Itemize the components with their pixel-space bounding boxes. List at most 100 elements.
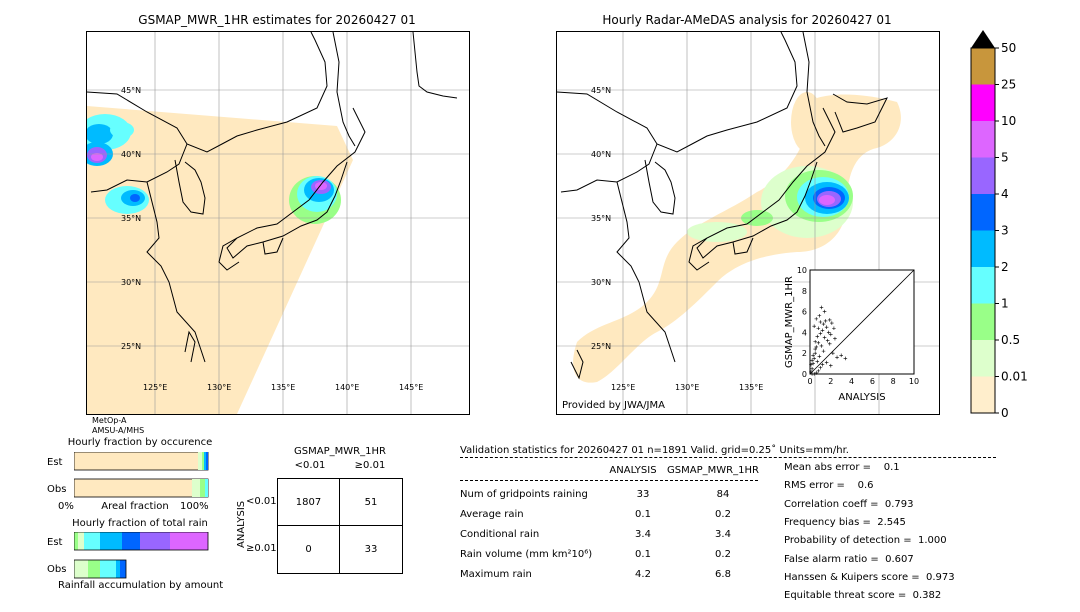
left-lon-label: 125°E xyxy=(143,383,167,392)
right-map-canvas: 45°N 40°N 35°N 30°N 25°N 125°E 130°E 135… xyxy=(557,32,939,414)
stat-gsmap-value: 6.8 xyxy=(715,569,731,580)
left-lon-label: 135°E xyxy=(271,383,295,392)
scatter-point xyxy=(816,326,821,331)
tot-obs-bar xyxy=(74,559,127,579)
colorbar-tick-label: 0 xyxy=(1001,406,1009,420)
cell-hit-none: 1807 xyxy=(295,497,322,508)
scatter-point xyxy=(810,358,814,363)
score-line: Correlation coeff = 0.793 xyxy=(784,498,914,510)
stat-analysis-value: 0.1 xyxy=(635,509,651,520)
scatter-point xyxy=(812,356,816,361)
col-analysis: ANALYSIS xyxy=(609,465,657,476)
right-lon-label: 135°E xyxy=(739,383,763,392)
colorbar-tick-label: 0.5 xyxy=(1001,333,1020,347)
scatter-point xyxy=(830,321,834,325)
data-credit: Provided by JWA/JMA xyxy=(562,400,665,411)
scatter-xtick: 2 xyxy=(828,377,833,386)
colorbar-tick-label: 25 xyxy=(1001,78,1016,92)
scatter-point xyxy=(829,332,833,337)
scatter-point xyxy=(817,313,822,318)
scatter-point xyxy=(827,342,832,346)
contingency-col2: ≥0.01 xyxy=(354,460,386,471)
score-line: Mean abs error = 0.1 xyxy=(784,462,900,473)
stat-label: Num of gridpoints raining xyxy=(460,489,588,500)
colorbar-cell xyxy=(971,194,995,231)
contingency-row-title: ANALYSIS xyxy=(236,500,247,548)
scatter-point xyxy=(814,345,819,349)
scatter-point xyxy=(823,319,828,323)
colorbar-tick-label: 50 xyxy=(1001,41,1016,55)
left-lat-label: 35°N xyxy=(121,214,141,223)
scatter-point xyxy=(822,335,827,340)
colorbar-cell xyxy=(971,121,995,158)
left-rain-west xyxy=(87,114,149,214)
scatter-ytick: 10 xyxy=(797,266,807,275)
colorbar-extend-arrow xyxy=(971,30,995,48)
left-lon-label: 130°E xyxy=(207,383,231,392)
scatter-point xyxy=(816,341,821,345)
scatter-point xyxy=(822,309,827,314)
scatter-xtick: 10 xyxy=(909,377,919,386)
scatter-point xyxy=(812,372,816,376)
score-line: Equitable threat score = 0.382 xyxy=(784,590,942,602)
scatter-point xyxy=(826,330,831,335)
scatter-point xyxy=(824,360,829,365)
occurrence-title: Hourly fraction by occurence xyxy=(67,437,213,448)
contingency-col1: <0.01 xyxy=(294,460,326,471)
right-lat-label: 35°N xyxy=(591,214,611,223)
scatter-point xyxy=(810,367,814,371)
scatter-point xyxy=(809,370,813,374)
stat-gsmap-value: 0.2 xyxy=(715,509,731,520)
cell-hit: 33 xyxy=(364,544,378,555)
axis-0-label: 0% xyxy=(58,501,74,512)
colorbar-tick-label: 0.01 xyxy=(1001,370,1028,384)
left-lon-label: 140°E xyxy=(335,383,359,392)
colorbar: 50 25 10 5 4 3 2 1 0.5 0.01 0 xyxy=(970,30,1028,420)
colorbar-cell xyxy=(971,84,995,121)
scatter-point xyxy=(814,317,819,321)
colorbar-cell xyxy=(971,376,995,413)
stat-label: Maximum rain xyxy=(460,569,532,580)
stat-gsmap-value: 0.2 xyxy=(715,549,731,560)
scatter-point xyxy=(809,362,813,367)
sensor-name: AMSU-A/MHS xyxy=(92,426,145,435)
scatter-point xyxy=(813,351,817,355)
scatter-point xyxy=(821,322,826,326)
stat-analysis-value: 4.2 xyxy=(635,569,651,580)
occ-obs-bar xyxy=(74,478,209,498)
scatter-point xyxy=(819,344,824,348)
scatter-point xyxy=(812,324,816,328)
tot-obs-label: Obs xyxy=(47,564,67,575)
right-lon-label: 130°E xyxy=(675,383,699,392)
total-rain-title: Hourly fraction of total rain xyxy=(72,518,208,529)
colorbar-tick-label: 3 xyxy=(1001,224,1009,238)
scatter-xtick: 8 xyxy=(891,377,896,386)
right-map-title: Hourly Radar-AMeDAS analysis for 2026042… xyxy=(602,13,892,27)
score-line: Frequency bias = 2.545 xyxy=(784,516,906,528)
score-line: RMS error = 0.6 xyxy=(784,480,874,492)
right-lat-label: 25°N xyxy=(591,342,611,351)
scatter-point xyxy=(813,347,817,351)
satellite-info: MetOp-A AMSU-A/MHS xyxy=(92,416,144,436)
scatter-xtick: 0 xyxy=(807,377,812,386)
scatter-point xyxy=(825,338,830,343)
stat-label: Average rain xyxy=(460,509,524,520)
scatter-point xyxy=(815,359,820,364)
stats-table-divider xyxy=(460,480,758,481)
colorbar-cell xyxy=(971,48,995,85)
left-lon-label: 145°E xyxy=(399,383,423,392)
score-line: False alarm ratio = 0.607 xyxy=(784,553,914,565)
scatter-point xyxy=(829,363,833,368)
left-map-canvas: 45°N 40°N 35°N 30°N 25°N 125°E 130°E 135… xyxy=(87,32,469,414)
scatter-point xyxy=(839,353,843,358)
stats-divider xyxy=(460,457,996,458)
scatter-xlabel: ANALYSIS xyxy=(838,392,885,403)
axis-100-label: 100% xyxy=(180,501,209,512)
scatter-point xyxy=(815,334,820,339)
scatter-point xyxy=(821,349,826,353)
colorbar-cell xyxy=(971,340,995,377)
colorbar-cell xyxy=(971,267,995,304)
occurrence-bars xyxy=(74,452,209,498)
scatter-point xyxy=(819,305,824,310)
right-lat-label: 40°N xyxy=(591,150,611,159)
